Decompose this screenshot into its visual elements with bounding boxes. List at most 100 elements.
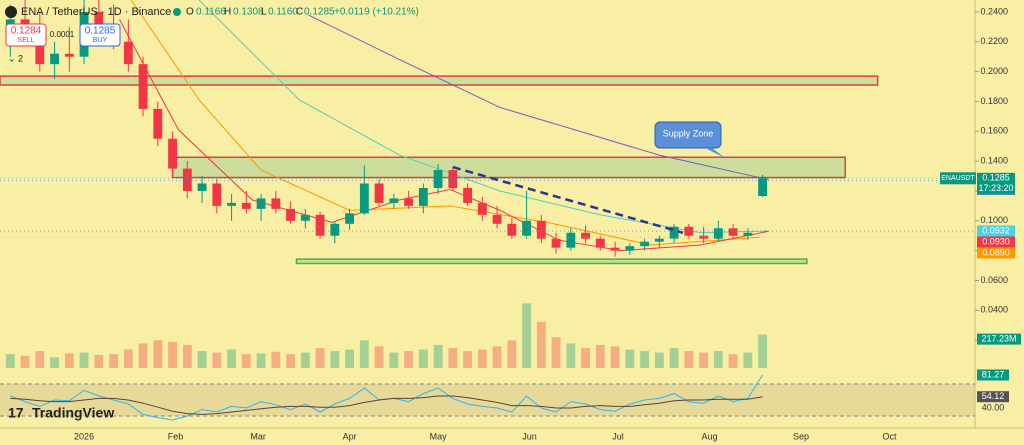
- candle-body: [728, 228, 738, 236]
- candle-body: [271, 198, 281, 209]
- volume-bar: [758, 334, 768, 368]
- candle-body: [64, 53, 74, 57]
- x-tick-label: May: [430, 431, 448, 441]
- ohlc-l-label: L: [261, 7, 267, 18]
- buy-button[interactable]: [79, 23, 121, 47]
- candle-body: [536, 220, 546, 239]
- callout-text: Supply Zone: [663, 128, 714, 138]
- price-tag: [977, 225, 1015, 237]
- y-tick-label: 0.1000: [980, 215, 1008, 225]
- candle-body: [404, 198, 414, 206]
- candle-body: [330, 223, 340, 236]
- buy-label: BUY: [93, 37, 108, 44]
- candle-body: [418, 187, 428, 206]
- candle-body: [345, 213, 355, 224]
- price-tag: [977, 172, 1015, 184]
- candle-body: [625, 246, 635, 251]
- price-tag-label: 0.0890: [982, 247, 1010, 257]
- y-tick-label: 0.0600: [980, 275, 1008, 285]
- candle-body: [315, 214, 325, 236]
- candle-body: [610, 247, 620, 251]
- volume-bar: [492, 346, 502, 368]
- indicator-count: 2: [18, 53, 23, 63]
- indicator-toggle[interactable]: ⌄: [8, 53, 16, 63]
- candle-body: [374, 183, 384, 203]
- x-tick-label: Jul: [612, 431, 624, 441]
- y-tick-label: 0.2000: [980, 66, 1008, 76]
- candle-body: [654, 238, 664, 242]
- candle-body: [241, 202, 251, 209]
- volume-bar: [374, 346, 384, 368]
- ohlc-h: 0.1308: [233, 7, 264, 18]
- volume-bar: [241, 354, 251, 368]
- spread: 0.0001: [50, 30, 75, 39]
- volume-bar: [389, 352, 399, 368]
- symbol-tag: ENAUSDT: [941, 175, 975, 182]
- volume-bar: [79, 352, 89, 368]
- candle-body: [94, 11, 104, 27]
- x-tick-label: 2026: [74, 431, 94, 441]
- volume-bar: [50, 357, 60, 368]
- price-tag-label: 0.1285: [982, 173, 1010, 183]
- resistance-box: [0, 75, 879, 86]
- ohlc-o: 0.1166: [196, 7, 226, 18]
- volume-bar: [168, 341, 178, 368]
- candle-body: [389, 198, 399, 203]
- candle-body: [669, 226, 679, 239]
- candle-body: [640, 241, 650, 247]
- ohlc-c: 0.1285: [304, 7, 335, 18]
- candle-body: [35, 34, 45, 65]
- y-tick-label: 0.2200: [980, 36, 1008, 46]
- candle-body: [212, 183, 222, 206]
- volume-bar: [359, 340, 369, 368]
- volume-bar: [581, 348, 591, 368]
- symbol-tag-box: [940, 172, 976, 185]
- volume-bar: [728, 354, 738, 368]
- volume-bar: [182, 344, 192, 368]
- callout-box: [654, 121, 722, 149]
- volume-bar: [625, 349, 635, 368]
- volume-bar: [300, 352, 310, 368]
- volume-bar: [448, 348, 458, 368]
- moving-average: [119, 19, 769, 252]
- volume-bar: [64, 353, 74, 368]
- candle-body: [123, 41, 133, 65]
- logo-mark: 17: [8, 405, 24, 421]
- volume-bar: [256, 353, 266, 368]
- volume-bar: [109, 354, 119, 368]
- callout-pointer: [705, 148, 725, 158]
- sell-label: SELL: [17, 37, 34, 44]
- y-tick-label: 0.1600: [980, 126, 1008, 136]
- rsi-tag: [977, 391, 1009, 403]
- candle-body: [507, 223, 517, 236]
- rsi-band: [0, 384, 975, 416]
- volume-bar: [212, 352, 222, 368]
- volume-bar: [433, 344, 443, 368]
- volume-bar: [20, 355, 30, 368]
- candle-body: [713, 228, 723, 239]
- countdown: 17:23:20: [978, 183, 1013, 193]
- ohlc-c-label: C: [296, 7, 303, 18]
- y-tick-label: 0.0400: [980, 305, 1008, 315]
- volume-tag: [977, 333, 1021, 345]
- candle-body: [153, 108, 163, 139]
- moving-average: [308, 14, 769, 181]
- volume-bar: [315, 348, 325, 368]
- price-tag: [977, 236, 1015, 248]
- volume-bar: [522, 303, 532, 368]
- volume-bar: [536, 321, 546, 368]
- candle-body: [286, 208, 296, 221]
- candle-body: [699, 235, 709, 239]
- candle-body: [197, 183, 207, 191]
- volume-bar: [153, 340, 163, 368]
- volume-bar: [5, 354, 15, 368]
- volume-bar: [271, 351, 281, 368]
- candle-body: [50, 53, 60, 65]
- volume-bar: [477, 349, 487, 368]
- sell-button[interactable]: [5, 23, 47, 47]
- candle-body: [522, 220, 532, 236]
- candle-body: [477, 202, 487, 215]
- candle-body: [138, 64, 148, 109]
